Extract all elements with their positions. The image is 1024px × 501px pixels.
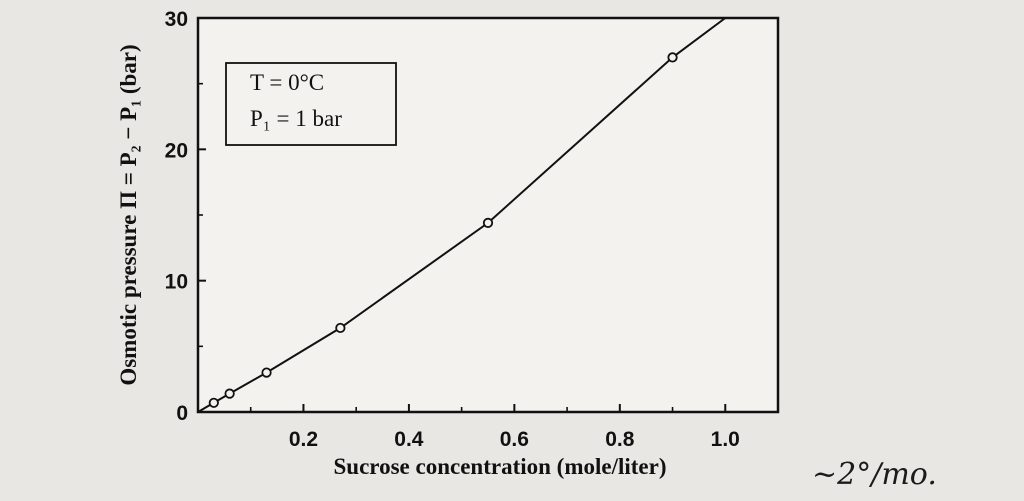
y-axis-title: Osmotic pressure Π = P₂ − P₁ (bar) — [116, 44, 141, 385]
legend-box — [225, 62, 397, 146]
series-group — [197, 17, 726, 413]
data-point — [335, 322, 346, 334]
x-tick-label: 0.8 — [605, 428, 635, 451]
data-point — [667, 52, 678, 63]
data-point — [482, 217, 494, 228]
y-tick-label: 10 — [165, 271, 188, 294]
data-point — [261, 367, 272, 378]
legend-temperature: T = 0°C — [250, 70, 324, 95]
y-tick-label: 0 — [176, 402, 188, 425]
x-tick-label: 0.6 — [500, 428, 529, 451]
y-tick-label: 20 — [165, 139, 188, 162]
x-tick-label: 0.2 — [289, 428, 318, 451]
data-point — [208, 397, 219, 408]
legend-pressure: P₁ = 1 bar — [250, 106, 342, 131]
x-tick-label: 1.0 — [711, 428, 740, 451]
x-axis-ticks: 0.2 0.4 0.6 0.8 1.0 — [249, 404, 779, 451]
y-axis-ticks: 0 10 20 30 — [165, 8, 206, 425]
x-tick-label: 0.4 — [394, 428, 424, 451]
data-point — [224, 388, 235, 399]
handwritten-note: ~2°/mo. — [812, 457, 937, 492]
x-axis-title: Sucrose concentration (mole/liter) — [334, 454, 667, 479]
legend: T = 0°C P₁ = 1 bar — [225, 62, 397, 146]
y-tick-label: 30 — [165, 8, 188, 31]
